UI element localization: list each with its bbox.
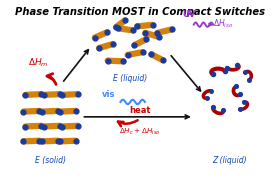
Text: $\Delta H_c+\Delta H_{iso}$: $\Delta H_c+\Delta H_{iso}$ [119, 127, 161, 137]
Text: E (liquid): E (liquid) [113, 74, 147, 83]
Text: $\Delta H_m$: $\Delta H_m$ [28, 57, 48, 69]
Text: vis: vis [102, 90, 116, 99]
Text: E (solid): E (solid) [35, 156, 66, 165]
Text: heat: heat [129, 106, 151, 115]
Text: UV: UV [182, 10, 195, 19]
Text: $\Delta H_{iso}$: $\Delta H_{iso}$ [213, 18, 234, 30]
Text: Z (liquid): Z (liquid) [212, 156, 246, 165]
Text: Phase Transition MOST in Compact Switches: Phase Transition MOST in Compact Switche… [15, 7, 265, 17]
